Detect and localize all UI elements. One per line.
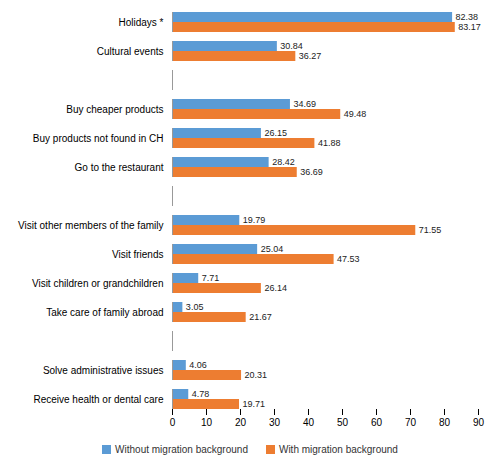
svg-text:19.71: 19.71: [243, 399, 266, 409]
svg-text:Visit other members of the fam: Visit other members of the family: [18, 220, 163, 231]
svg-text:4.06: 4.06: [189, 360, 207, 370]
svg-text:Cultural events: Cultural events: [97, 46, 164, 57]
svg-text:40: 40: [303, 417, 315, 428]
svg-text:41.88: 41.88: [318, 138, 341, 148]
svg-text:20: 20: [235, 417, 247, 428]
svg-text:Take care of family abroad: Take care of family abroad: [46, 307, 163, 318]
svg-text:Solve administrative issues: Solve administrative issues: [43, 365, 164, 376]
svg-text:71.55: 71.55: [419, 225, 442, 235]
svg-text:25.04: 25.04: [261, 244, 284, 254]
svg-text:34.69: 34.69: [293, 99, 316, 109]
svg-text:30.84: 30.84: [280, 41, 303, 51]
svg-text:Receive health or dental care: Receive health or dental care: [33, 394, 164, 405]
svg-text:7.71: 7.71: [202, 273, 220, 283]
html-text:Without migration background: Without migration background: [115, 444, 248, 455]
svg-text:70: 70: [405, 417, 417, 428]
svg-text:10: 10: [201, 417, 213, 428]
svg-text:3.05: 3.05: [186, 302, 204, 312]
svg-text:36.27: 36.27: [299, 51, 322, 61]
svg-text:82.38: 82.38: [456, 12, 479, 22]
svg-text:21.67: 21.67: [249, 312, 272, 322]
svg-text:30: 30: [269, 417, 281, 428]
svg-text:Visit children or grandchildre: Visit children or grandchildren: [32, 278, 164, 289]
svg-text:26.14: 26.14: [264, 283, 287, 293]
svg-text:90: 90: [473, 417, 485, 428]
svg-text:50: 50: [337, 417, 349, 428]
svg-text:Visit friends: Visit friends: [112, 249, 164, 260]
svg-text:Holidays *: Holidays *: [118, 17, 163, 28]
svg-text:20.31: 20.31: [245, 370, 268, 380]
svg-text:28.42: 28.42: [272, 157, 295, 167]
svg-text:Buy products not found in CH: Buy products not found in CH: [33, 133, 164, 144]
svg-text:36.69: 36.69: [300, 167, 323, 177]
html-text:With migration background: With migration background: [279, 444, 398, 455]
svg-text:Buy cheaper products: Buy cheaper products: [66, 104, 163, 115]
svg-text:26.15: 26.15: [264, 128, 287, 138]
svg-text:47.53: 47.53: [337, 254, 360, 264]
svg-text:0: 0: [170, 417, 176, 428]
svg-text:Go to the restaurant: Go to the restaurant: [75, 162, 164, 173]
svg-text:83.17: 83.17: [458, 22, 481, 32]
svg-text:4.78: 4.78: [192, 389, 210, 399]
svg-text:60: 60: [371, 417, 383, 428]
svg-text:80: 80: [439, 417, 451, 428]
svg-text:19.79: 19.79: [243, 215, 266, 225]
svg-text:49.48: 49.48: [344, 109, 367, 119]
